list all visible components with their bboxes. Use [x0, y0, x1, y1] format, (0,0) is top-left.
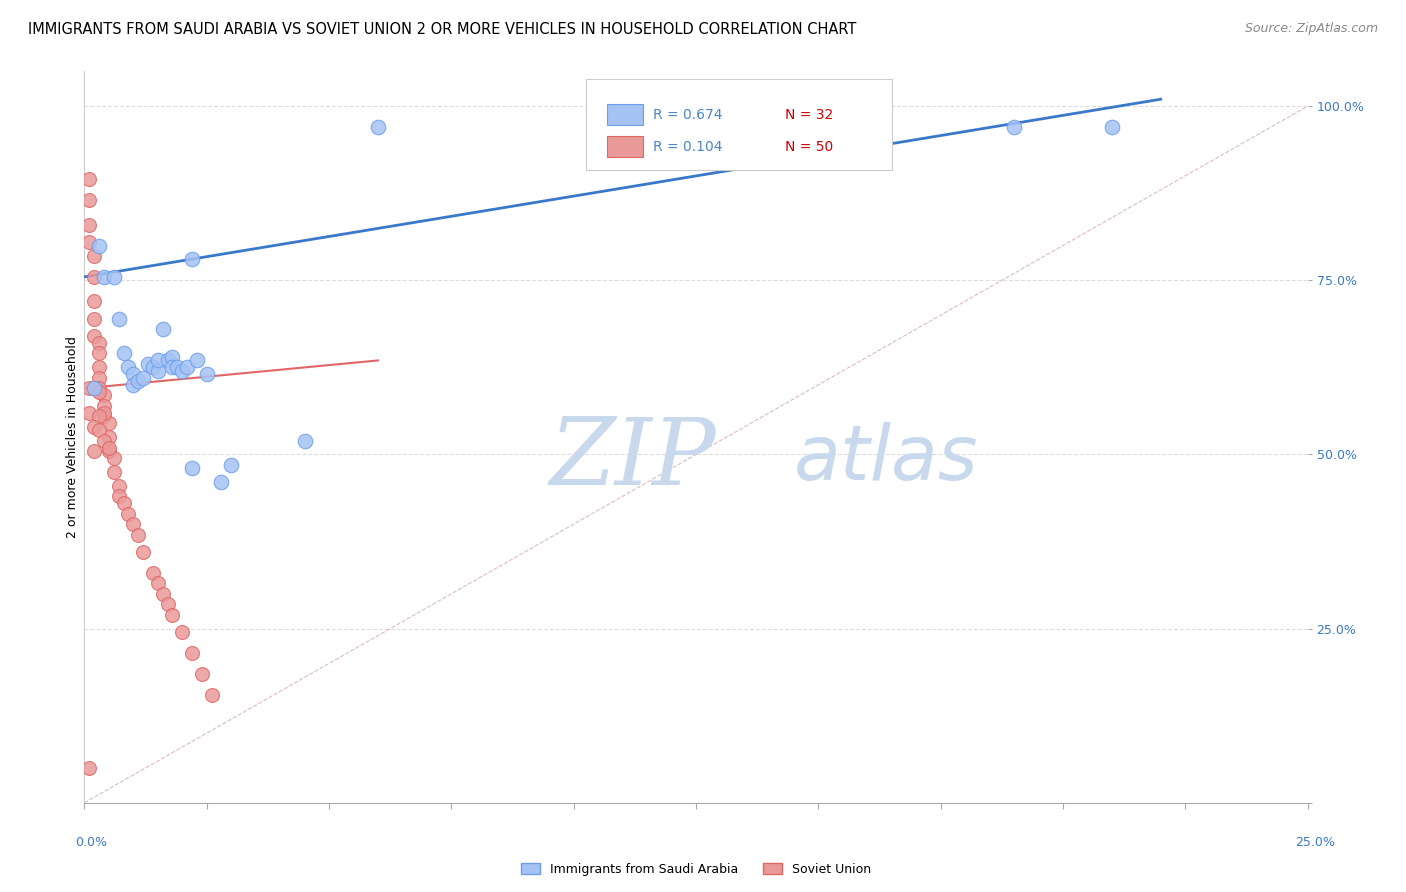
Point: [83, 249, 105, 263]
Point: [156, 597, 179, 611]
Point: [117, 360, 139, 375]
Point: [176, 360, 198, 375]
Point: [191, 667, 214, 681]
Point: [200, 688, 222, 702]
Point: [77, 761, 100, 775]
Point: [87, 238, 110, 252]
Point: [162, 360, 184, 375]
Point: [77, 193, 100, 207]
Point: [162, 607, 184, 622]
Point: [93, 434, 115, 448]
Point: [87, 360, 110, 375]
Y-axis label: 2 or more Vehicles in Household: 2 or more Vehicles in Household: [66, 336, 79, 538]
Point: [77, 381, 100, 395]
Legend: Immigrants from Saudi Arabia, Soviet Union: Immigrants from Saudi Arabia, Soviet Uni…: [516, 858, 876, 880]
Text: atlas: atlas: [794, 422, 979, 496]
Point: [146, 353, 169, 368]
Point: [122, 517, 145, 532]
Point: [97, 430, 120, 444]
Point: [132, 371, 155, 385]
Point: [77, 235, 100, 249]
Point: [122, 368, 145, 382]
Point: [186, 353, 208, 368]
Point: [172, 625, 194, 640]
Text: R = 0.104: R = 0.104: [654, 140, 723, 153]
Point: [127, 527, 149, 541]
Text: N = 50: N = 50: [786, 140, 834, 153]
Point: [1002, 120, 1025, 134]
FancyBboxPatch shape: [586, 78, 891, 170]
Point: [103, 269, 125, 284]
Point: [103, 465, 125, 479]
Point: [83, 311, 105, 326]
Point: [83, 419, 105, 434]
Point: [172, 364, 194, 378]
Point: [162, 350, 184, 364]
Point: [83, 269, 105, 284]
Point: [93, 399, 115, 413]
Point: [83, 444, 105, 458]
Point: [87, 384, 110, 399]
Point: [87, 346, 110, 360]
Point: [127, 375, 149, 389]
Point: [195, 368, 218, 382]
Point: [87, 381, 110, 395]
Point: [97, 444, 120, 458]
Text: ZIP: ZIP: [550, 414, 716, 504]
Point: [136, 357, 159, 371]
Point: [103, 450, 125, 465]
Point: [107, 489, 129, 503]
Text: 25.0%: 25.0%: [1295, 837, 1334, 849]
Text: IMMIGRANTS FROM SAUDI ARABIA VS SOVIET UNION 2 OR MORE VEHICLES IN HOUSEHOLD COR: IMMIGRANTS FROM SAUDI ARABIA VS SOVIET U…: [28, 22, 856, 37]
Point: [152, 587, 174, 601]
Point: [83, 294, 105, 309]
Point: [142, 360, 165, 375]
Point: [294, 434, 316, 448]
Point: [93, 388, 115, 402]
Text: Source: ZipAtlas.com: Source: ZipAtlas.com: [1244, 22, 1378, 36]
Point: [209, 475, 232, 490]
Bar: [606, 136, 644, 157]
Point: [97, 441, 120, 455]
Point: [181, 646, 204, 660]
Point: [112, 496, 135, 510]
Point: [146, 364, 169, 378]
Point: [181, 252, 204, 267]
Point: [132, 545, 155, 559]
Point: [146, 576, 169, 591]
Point: [1101, 120, 1123, 134]
Point: [166, 360, 188, 375]
Point: [83, 381, 105, 395]
Point: [219, 458, 242, 472]
Point: [77, 218, 100, 232]
Point: [93, 269, 115, 284]
Point: [93, 406, 115, 420]
Text: R = 0.674: R = 0.674: [654, 108, 723, 121]
Point: [83, 381, 105, 395]
Point: [97, 416, 120, 430]
Bar: [606, 104, 644, 125]
Point: [93, 409, 115, 424]
Point: [77, 406, 100, 420]
Point: [87, 371, 110, 385]
Text: 0.0%: 0.0%: [76, 837, 107, 849]
Point: [87, 336, 110, 351]
Point: [117, 507, 139, 521]
Point: [122, 377, 145, 392]
Point: [152, 322, 174, 336]
Point: [87, 409, 110, 424]
Point: [87, 423, 110, 437]
Point: [107, 479, 129, 493]
Point: [77, 172, 100, 186]
Point: [367, 120, 389, 134]
Point: [181, 461, 204, 475]
Point: [112, 346, 135, 360]
Point: [107, 311, 129, 326]
Point: [156, 353, 179, 368]
Point: [83, 329, 105, 343]
Point: [142, 566, 165, 580]
Text: N = 32: N = 32: [786, 108, 834, 121]
